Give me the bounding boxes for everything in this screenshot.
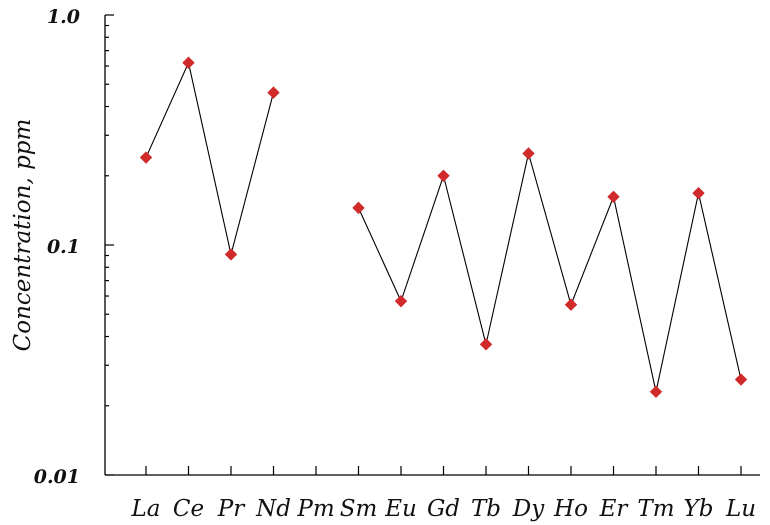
x-tick-label-ho: Ho	[553, 496, 588, 522]
data-point-yb	[692, 187, 704, 199]
data-point-dy	[522, 147, 534, 159]
x-tick-label-dy: Dy	[512, 496, 545, 522]
x-tick-label-pm: Pm	[296, 496, 334, 522]
x-tick-label-er: Er	[599, 496, 630, 522]
data-point-er	[607, 191, 619, 203]
x-tick-label-sm: Sm	[340, 496, 378, 522]
data-point-nd	[267, 86, 279, 98]
x-tick-label-tm: Tm	[637, 496, 674, 522]
y-tick-label: 1.0	[47, 6, 80, 28]
data-point-ce	[182, 57, 194, 69]
data-point-la	[140, 151, 152, 163]
data-point-ho	[565, 299, 577, 311]
x-tick-label-lu: Lu	[725, 496, 756, 522]
x-tick-label-eu: Eu	[384, 496, 417, 522]
x-tick-label-nd: Nd	[255, 496, 291, 522]
x-tick-label-gd: Gd	[427, 496, 460, 522]
data-point-gd	[437, 170, 449, 182]
data-point-tm	[650, 386, 662, 398]
data-point-tb	[480, 338, 492, 350]
series-line-segment	[146, 63, 274, 255]
data-point-pr	[225, 248, 237, 260]
x-tick-label-ce: Ce	[173, 496, 204, 522]
data-point-eu	[395, 295, 407, 307]
series-lines	[146, 63, 741, 392]
x-tick-label-la: La	[131, 496, 161, 522]
data-point-lu	[735, 373, 747, 385]
y-axis-title: Concentration, ppm	[10, 119, 36, 352]
x-tick-label-tb: Tb	[471, 496, 501, 522]
y-tick-label: 0.1	[47, 236, 80, 258]
series-line-segment	[359, 153, 742, 391]
axes	[105, 15, 760, 475]
x-tick-label-pr: Pr	[217, 496, 246, 522]
data-points	[140, 57, 747, 398]
y-tick-label: 0.01	[34, 466, 80, 488]
data-point-sm	[352, 202, 364, 214]
x-tick-label-yb: Yb	[684, 496, 714, 522]
y-ticks: 0.01 0.1 1.0	[34, 6, 114, 488]
